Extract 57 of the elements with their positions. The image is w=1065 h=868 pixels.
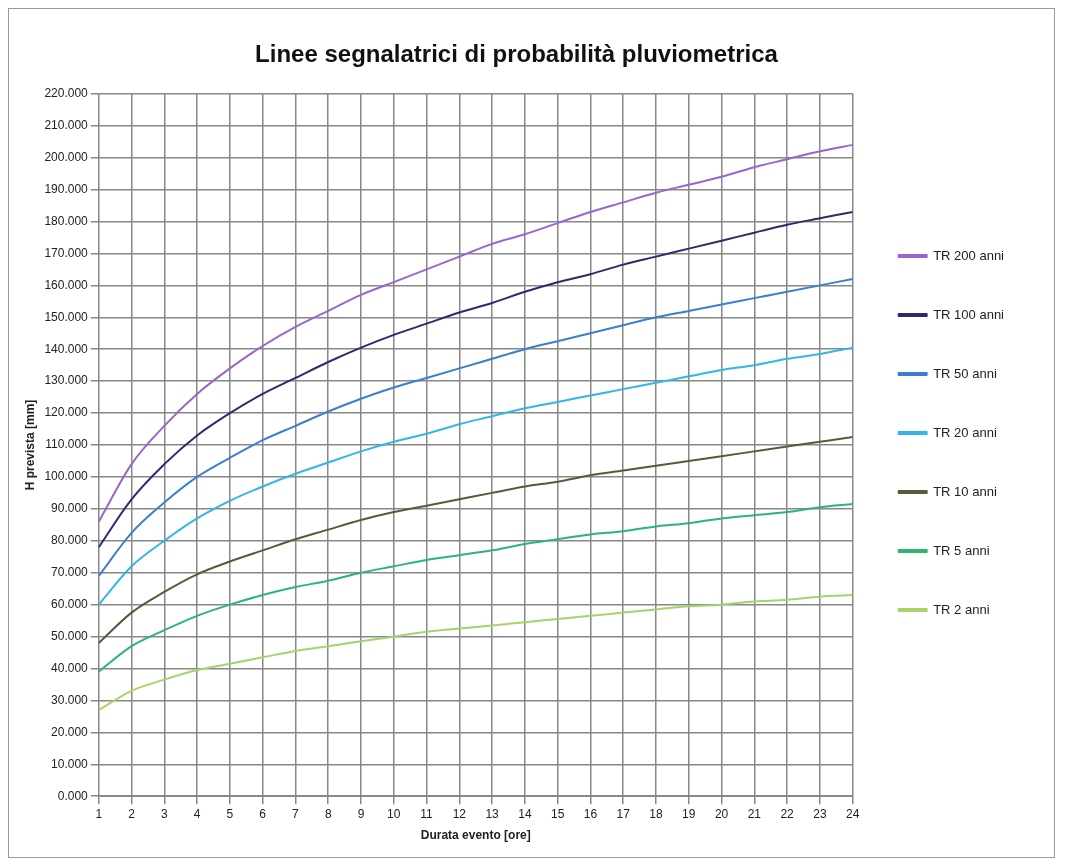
y-tick-label: 80.000 — [51, 533, 89, 548]
x-tick-label: 15 — [550, 806, 565, 821]
x-tick-label: 14 — [518, 806, 532, 821]
legend-label: TR 2 anni — [933, 601, 990, 617]
x-tick-label: 1 — [95, 806, 103, 821]
x-tick-label: 12 — [452, 806, 467, 821]
y-tick-label: 180.000 — [44, 213, 89, 228]
x-tick-label: 10 — [387, 806, 401, 821]
chart-title: Linee segnalatrici di probabilità pluviometrica — [255, 40, 779, 68]
y-tick-label: 120.000 — [44, 405, 89, 420]
legend-label: TR 50 anni — [933, 365, 997, 381]
x-tick-label: 24 — [846, 806, 860, 821]
y-tick-label: 100.000 — [44, 469, 89, 484]
x-tick-label: 22 — [780, 806, 795, 821]
y-tick-label: 70.000 — [51, 565, 89, 580]
legend-label: TR 200 anni — [933, 247, 1005, 263]
y-tick-label: 50.000 — [51, 628, 89, 643]
x-tick-label: 17 — [616, 806, 631, 821]
x-tick-label: 3 — [160, 806, 168, 821]
x-tick-label: 21 — [747, 806, 762, 821]
legend-label: TR 100 anni — [933, 306, 1005, 322]
x-axis-title: Durata evento [ore] — [420, 828, 531, 843]
x-tick-label: 9 — [357, 806, 365, 821]
y-tick-label: 170.000 — [44, 245, 89, 260]
y-tick-label: 90.000 — [51, 501, 89, 516]
y-axis-title: H prevista [mm] — [22, 399, 37, 491]
x-tick-label: 8 — [324, 806, 332, 821]
y-tick-label: 60.000 — [51, 596, 89, 611]
x-tick-label: 5 — [226, 806, 234, 821]
y-tick-label: 220.000 — [44, 86, 89, 101]
x-tick-label: 18 — [649, 806, 663, 821]
y-tick-label: 40.000 — [51, 660, 89, 675]
x-tick-label: 13 — [485, 806, 500, 821]
y-tick-label: 20.000 — [51, 724, 89, 739]
x-tick-label: 2 — [128, 806, 136, 821]
y-tick-label: 140.000 — [44, 341, 89, 356]
y-tick-label: 30.000 — [51, 692, 89, 707]
legend-label: TR 10 anni — [933, 483, 997, 499]
y-tick-label: 150.000 — [44, 309, 89, 324]
legend-label: TR 20 anni — [933, 424, 997, 440]
x-tick-label: 6 — [259, 806, 267, 821]
x-tick-label: 7 — [292, 806, 300, 821]
x-tick-label: 19 — [682, 806, 696, 821]
y-tick-label: 10.000 — [51, 756, 89, 771]
y-tick-label: 210.000 — [44, 118, 89, 133]
x-tick-label: 11 — [420, 806, 434, 821]
y-tick-label: 110.000 — [45, 437, 89, 452]
x-tick-label: 20 — [714, 806, 729, 821]
x-tick-label: 23 — [813, 806, 827, 821]
y-tick-label: 130.000 — [44, 373, 89, 388]
y-tick-label: 0.000 — [57, 788, 89, 803]
y-tick-label: 160.000 — [44, 277, 89, 292]
legend-label: TR 5 anni — [933, 542, 990, 558]
y-tick-label: 200.000 — [44, 149, 89, 164]
x-tick-label: 4 — [193, 806, 201, 821]
x-tick-label: 16 — [583, 806, 598, 821]
y-tick-label: 190.000 — [44, 181, 89, 196]
